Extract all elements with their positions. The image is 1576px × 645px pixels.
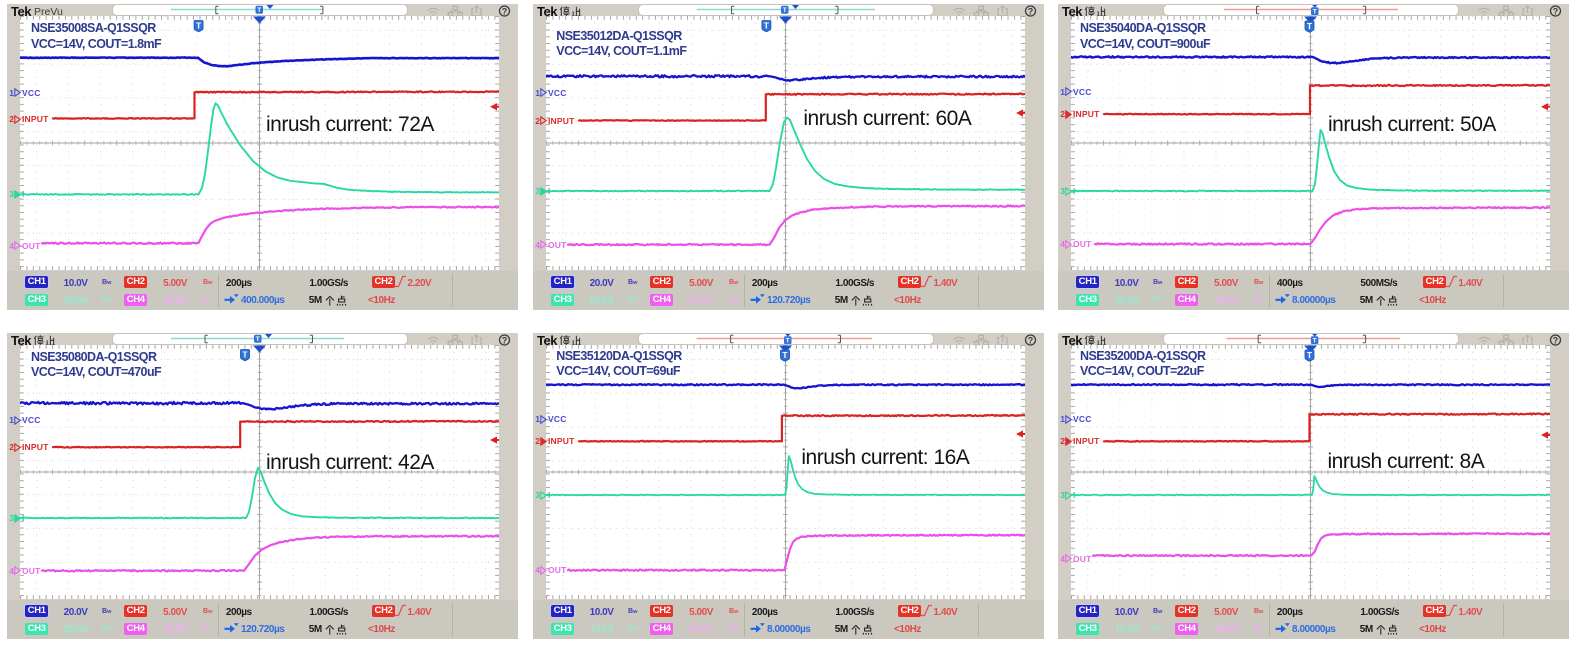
svg-text:T: T xyxy=(1307,21,1313,31)
svg-text:T: T xyxy=(764,20,770,30)
svg-text:T: T xyxy=(783,7,787,14)
svg-text:T: T xyxy=(242,349,248,359)
svg-text:T: T xyxy=(782,350,788,360)
svg-text:T: T xyxy=(256,336,260,343)
svg-text:?: ? xyxy=(502,6,508,16)
svg-text:T: T xyxy=(257,7,261,14)
svg-text:?: ? xyxy=(1028,335,1034,345)
svg-text:?: ? xyxy=(1028,6,1034,16)
svg-text:T: T xyxy=(786,338,790,344)
svg-text:T: T xyxy=(1313,9,1317,15)
svg-text:?: ? xyxy=(502,335,508,345)
svg-text:T: T xyxy=(196,20,202,30)
svg-text:?: ? xyxy=(1553,335,1559,345)
svg-text:T: T xyxy=(1313,338,1317,344)
svg-text:?: ? xyxy=(1553,6,1559,16)
svg-text:T: T xyxy=(1307,350,1313,360)
